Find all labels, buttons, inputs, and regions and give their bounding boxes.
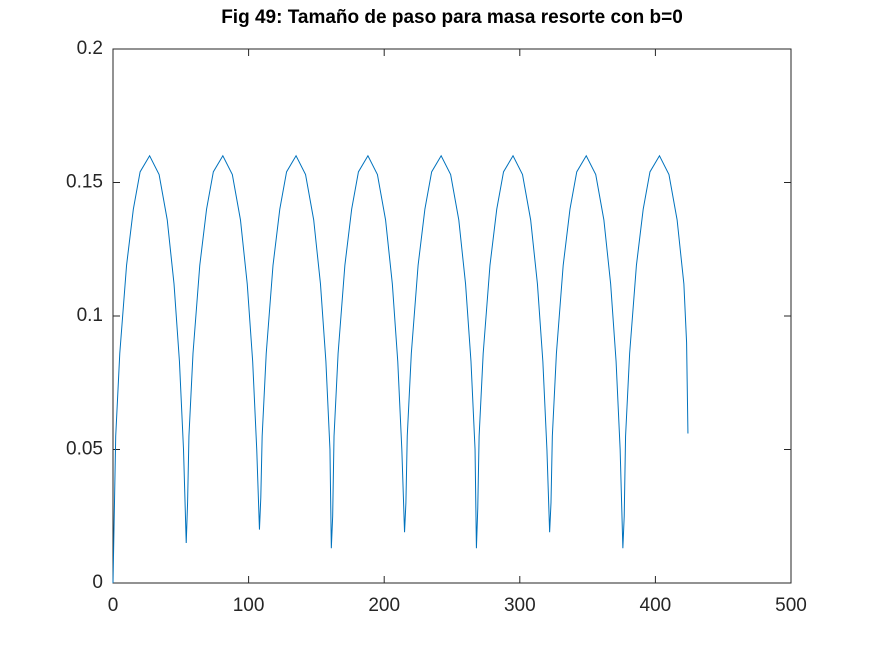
x-tick-label: 200 [368, 595, 400, 616]
x-tick-label: 100 [233, 595, 265, 616]
y-tick-label: 0 [92, 572, 103, 593]
data-line [112, 154, 689, 584]
x-tick-label: 500 [775, 595, 807, 616]
y-tick-label: 0.2 [77, 38, 103, 59]
x-tick-label: 400 [640, 595, 672, 616]
y-tick-label: 0.05 [66, 439, 103, 460]
y-tick-label: 0.15 [66, 172, 103, 193]
x-tick-label: 300 [504, 595, 536, 616]
y-tick-label: 0.1 [77, 305, 103, 326]
chart-title: Fig 49: Tamaño de paso para masa resorte… [221, 7, 683, 28]
x-tick-label: 0 [108, 595, 119, 616]
